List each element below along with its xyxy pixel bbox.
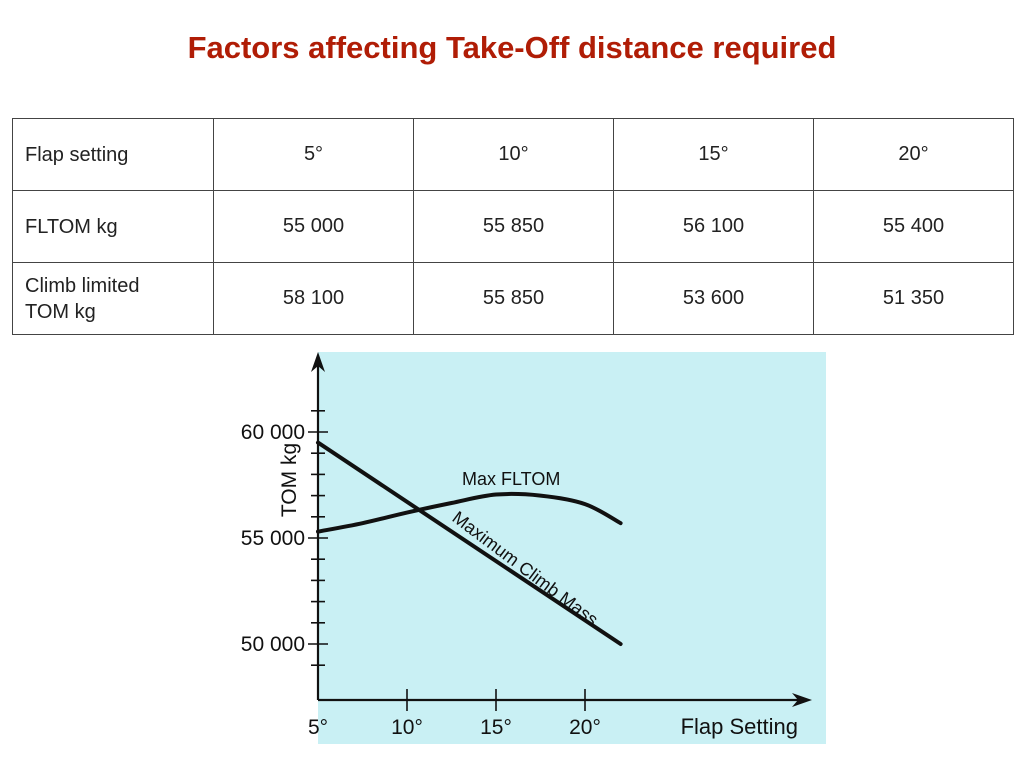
table-cell: 55 000 xyxy=(213,190,414,263)
table-header-cell: 5° xyxy=(213,118,414,191)
table-cell: 56 100 xyxy=(613,190,814,263)
table-cell: 55 400 xyxy=(813,190,1014,263)
page-title: Factors affecting Take-Off distance requ… xyxy=(187,30,837,65)
table-header-cell: Flap setting xyxy=(12,118,214,191)
table-row-label: Climb limited TOM kg xyxy=(12,262,214,335)
table-header-cell: 20° xyxy=(813,118,1014,191)
x-tick-label: 5° xyxy=(308,716,328,739)
y-tick-label: 60 000 xyxy=(241,421,305,444)
x-axis-arrow xyxy=(792,693,812,707)
table-cell: 53 600 xyxy=(613,262,814,335)
table-cell: 51 350 xyxy=(813,262,1014,335)
table-row-label: FLTOM kg xyxy=(12,190,214,263)
table-cell: 55 850 xyxy=(413,190,614,263)
series-line-max-climb-mass xyxy=(316,440,623,646)
series-label-max-fltom: Max FLTOM xyxy=(462,469,560,489)
table-row-label-line2: TOM kg xyxy=(25,300,96,323)
table-cell: 55 850 xyxy=(413,262,614,335)
x-tick-label: 10° xyxy=(391,716,423,739)
y-tick-label: 55 000 xyxy=(241,527,305,550)
table-header-row: Flap setting 5° 10° 15° 20° xyxy=(12,118,1014,191)
series-layer xyxy=(316,440,623,646)
chart-background xyxy=(318,352,826,744)
y-axis-arrow xyxy=(311,352,325,372)
x-tick-label: 15° xyxy=(480,716,512,739)
table-cell: 58 100 xyxy=(213,262,414,335)
x-tick-label: 20° xyxy=(569,716,601,739)
table-header-cell: 10° xyxy=(413,118,614,191)
label-layer: 60 000 55 000 50 000 5° 10° 15° 20° TOM kg Flap … xyxy=(241,421,798,739)
y-tick-label: 50 000 xyxy=(241,633,305,656)
table-row: FLTOM kg 55 000 55 850 56 100 55 400 xyxy=(12,190,1014,263)
table-row: Climb limited TOM kg 58 100 55 850 53 60… xyxy=(12,262,1014,335)
y-axis-label: TOM kg xyxy=(278,443,301,517)
data-table: Flap setting 5° 10° 15° 20° FLTOM kg 55 … xyxy=(12,118,1014,335)
x-axis-label: Flap Setting xyxy=(681,714,798,739)
series-line-max-fltom xyxy=(316,491,623,534)
table-row-label-line1: Climb limited xyxy=(25,274,140,297)
